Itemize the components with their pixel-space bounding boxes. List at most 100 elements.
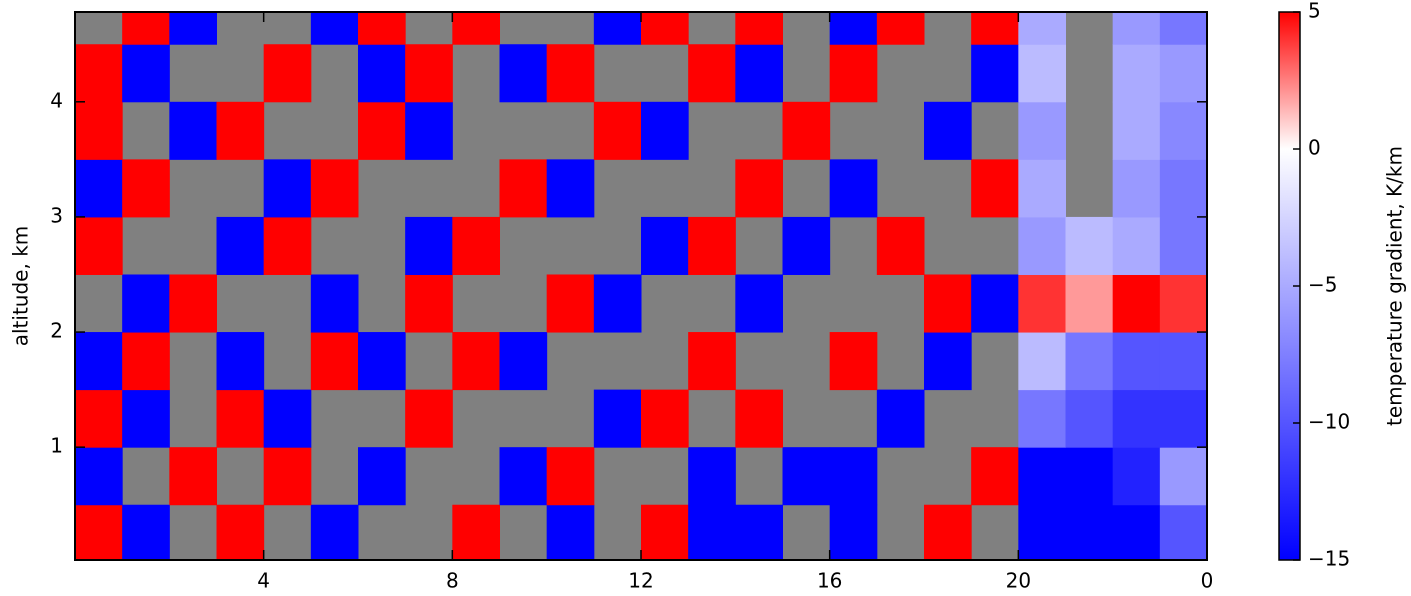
heatmap-cell bbox=[1159, 216, 1208, 275]
heatmap-cell bbox=[1112, 274, 1161, 333]
heatmap-cell bbox=[735, 12, 783, 45]
heatmap-cell bbox=[1112, 389, 1161, 448]
x-tick-label: 20 bbox=[1006, 569, 1031, 593]
heatmap-cell bbox=[1112, 101, 1161, 160]
heatmap-cell bbox=[924, 332, 972, 391]
heatmap-cell bbox=[1159, 447, 1208, 506]
heatmap-cell bbox=[216, 332, 265, 391]
heatmap-cell bbox=[1018, 274, 1066, 333]
heatmap-cell bbox=[1065, 447, 1114, 506]
heatmap-cell bbox=[122, 274, 170, 333]
heatmap-cell bbox=[169, 274, 217, 333]
heatmap-cell bbox=[1018, 12, 1066, 45]
heatmap-cell bbox=[971, 12, 1019, 45]
heatmap-cell bbox=[452, 12, 500, 45]
y-tick-label: 3 bbox=[50, 203, 63, 227]
heatmap-cell bbox=[310, 504, 359, 561]
heatmap-cell bbox=[593, 274, 642, 333]
heatmap-cell bbox=[216, 389, 265, 448]
heatmap-cell bbox=[688, 447, 736, 506]
heatmap-cell bbox=[688, 504, 736, 561]
heatmap-cell bbox=[122, 504, 170, 561]
heatmap-cell bbox=[546, 504, 595, 561]
heatmap-cell bbox=[1065, 216, 1114, 275]
heatmap-cell bbox=[1159, 159, 1208, 218]
heatmap-cell bbox=[358, 44, 406, 103]
heatmap-cell bbox=[75, 447, 123, 506]
heatmap-cell bbox=[546, 159, 595, 218]
heatmap-cell bbox=[405, 44, 453, 103]
heatmap-cell bbox=[452, 332, 500, 391]
x-tick-label: 16 bbox=[817, 569, 842, 593]
heatmap-cell bbox=[829, 159, 878, 218]
y-tick-label: 2 bbox=[50, 319, 63, 343]
heatmap-cell bbox=[876, 216, 925, 275]
heatmap-cell bbox=[546, 447, 595, 506]
heatmap-cell bbox=[829, 332, 878, 391]
heatmap-cell bbox=[1018, 216, 1066, 275]
heatmap-cell bbox=[593, 101, 642, 160]
heatmap-cell bbox=[735, 504, 783, 561]
heatmap-cell bbox=[405, 216, 453, 275]
heatmap-cell bbox=[358, 332, 406, 391]
heatmap-cell bbox=[688, 332, 736, 391]
heatmap-cell bbox=[1065, 504, 1114, 561]
y-axis-label: altitude, km bbox=[9, 226, 33, 347]
colorbar-tick-label: 0 bbox=[1308, 136, 1321, 160]
x-tick-label: 0 bbox=[1201, 569, 1214, 593]
heatmap-cell bbox=[75, 101, 123, 160]
colorbar-tick-label: −5 bbox=[1308, 273, 1337, 297]
heatmap-cell bbox=[122, 44, 170, 103]
heatmap-cell bbox=[122, 332, 170, 391]
heatmap-cell bbox=[546, 274, 595, 333]
heatmap-cell bbox=[1065, 389, 1114, 448]
heatmap-cell bbox=[75, 504, 123, 561]
y-tick-label: 1 bbox=[50, 434, 63, 458]
heatmap-cell bbox=[263, 389, 312, 448]
heatmap-cell bbox=[1065, 332, 1114, 391]
heatmap-cell bbox=[1112, 447, 1161, 506]
heatmap-cell bbox=[169, 101, 217, 160]
heatmap-cell bbox=[75, 159, 123, 218]
heatmap-cell bbox=[876, 389, 925, 448]
heatmap-cell bbox=[405, 389, 453, 448]
heatmap-cell bbox=[75, 389, 123, 448]
heatmap-cell bbox=[782, 447, 831, 506]
heatmap-cell bbox=[1018, 389, 1066, 448]
heatmap-cell bbox=[876, 12, 925, 45]
heatmap-cell bbox=[641, 504, 689, 561]
heatmap-cell bbox=[310, 274, 359, 333]
heatmap-cell bbox=[1112, 44, 1161, 103]
heatmap-cell bbox=[122, 389, 170, 448]
heatmap-cell bbox=[593, 12, 642, 45]
colorbar-tick-label: −10 bbox=[1308, 410, 1350, 434]
heatmap-cell bbox=[829, 504, 878, 561]
heatmap-cell bbox=[263, 159, 312, 218]
heatmap-cell bbox=[688, 216, 736, 275]
heatmap-cell bbox=[924, 504, 972, 561]
heatmap-cell bbox=[971, 447, 1019, 506]
heatmap-cell bbox=[216, 504, 265, 561]
heatmap-cell bbox=[1112, 216, 1161, 275]
x-tick-label: 4 bbox=[257, 569, 270, 593]
heatmap-cell bbox=[75, 332, 123, 391]
heatmap-cell bbox=[263, 447, 312, 506]
heatmap-cell bbox=[1018, 101, 1066, 160]
heatmap-cell bbox=[1159, 389, 1208, 448]
heatmap-cell bbox=[452, 504, 500, 561]
heatmap-cell bbox=[122, 12, 170, 45]
heatmap-cell bbox=[216, 216, 265, 275]
heatmap-cell bbox=[593, 389, 642, 448]
y-tick-label: 4 bbox=[50, 88, 63, 112]
heatmap-cell bbox=[310, 332, 359, 391]
heatmap-cell bbox=[1112, 504, 1161, 561]
heatmap-cell bbox=[971, 274, 1019, 333]
heatmap-cell bbox=[735, 274, 783, 333]
heatmap-cell bbox=[1112, 12, 1161, 45]
heatmap-cell bbox=[924, 274, 972, 333]
heatmap-cell bbox=[358, 12, 406, 45]
heatmap-cell bbox=[499, 332, 548, 391]
heatmap-cell bbox=[169, 12, 217, 45]
heatmap-cell bbox=[1065, 274, 1114, 333]
